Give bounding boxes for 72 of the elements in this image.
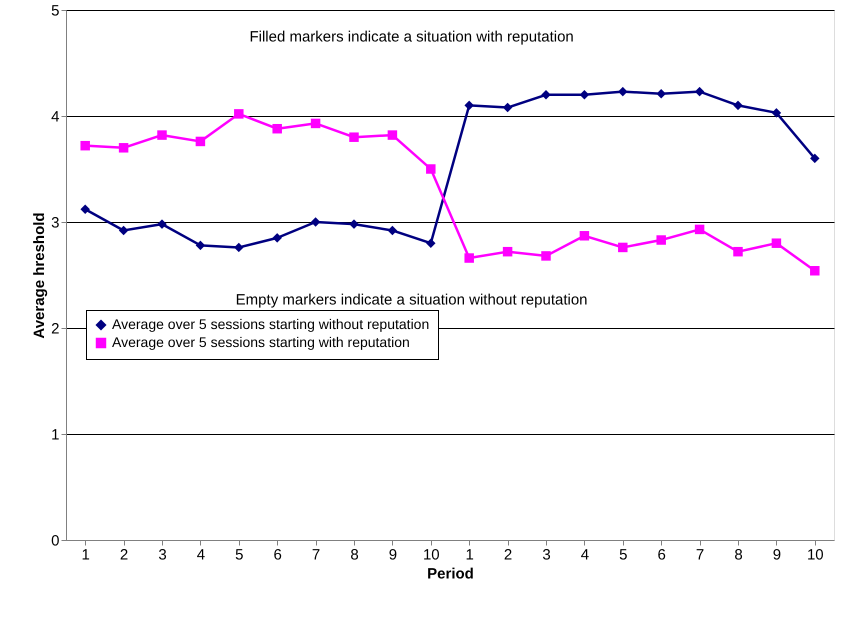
legend-label: Average over 5 sessions starting with reputation <box>112 334 410 350</box>
point <box>502 102 512 112</box>
point <box>580 231 590 241</box>
x-tick-label: 6 <box>274 546 282 564</box>
point <box>772 238 782 248</box>
x-tick-label: 8 <box>734 546 743 564</box>
point <box>464 253 474 263</box>
point <box>618 86 628 96</box>
x-tick-label: 10 <box>806 546 824 564</box>
y-tick-label: 3 <box>51 214 60 232</box>
point <box>772 108 782 118</box>
point <box>656 88 666 98</box>
point <box>272 124 282 134</box>
point <box>580 90 590 100</box>
y-tick-label: 4 <box>51 108 60 126</box>
point <box>234 242 244 252</box>
point <box>349 219 359 229</box>
point <box>310 118 320 128</box>
point <box>541 90 551 100</box>
point <box>118 143 128 153</box>
point <box>810 266 820 276</box>
point <box>426 164 436 174</box>
point <box>118 226 128 236</box>
x-tick-label: 9 <box>388 546 398 564</box>
point <box>310 217 320 227</box>
point <box>196 240 206 250</box>
point <box>388 226 398 236</box>
point <box>502 246 512 256</box>
point <box>426 238 436 248</box>
point <box>618 242 628 252</box>
annotation: Filled markers indicate a situation with reputation <box>249 28 574 46</box>
point <box>733 100 743 110</box>
x-tick-label: 3 <box>158 546 167 564</box>
x-tick-label: 2 <box>120 546 128 564</box>
point <box>656 235 666 245</box>
y-tick-label: 5 <box>51 2 60 20</box>
x-tick-label: 2 <box>504 546 512 564</box>
point <box>733 246 743 256</box>
x-tick-label: 8 <box>350 546 359 564</box>
point <box>810 154 820 164</box>
y-tick-label: 1 <box>51 426 60 444</box>
point <box>388 130 398 140</box>
x-tick-label: 5 <box>619 546 628 564</box>
point <box>80 204 90 214</box>
x-tick-label: 6 <box>658 546 666 564</box>
x-tick-label: 7 <box>312 546 320 564</box>
x-tick-label: 3 <box>542 546 551 564</box>
point <box>694 224 704 234</box>
x-tick-label: 1 <box>82 546 90 564</box>
point <box>272 233 282 243</box>
point <box>157 130 167 140</box>
y-axis-title: Average hreshold <box>31 212 48 339</box>
x-tick-label: 4 <box>580 546 590 564</box>
point <box>349 132 359 142</box>
x-tick-label: 4 <box>196 546 206 564</box>
point <box>464 100 474 110</box>
x-tick-label: 7 <box>696 546 704 564</box>
x-tick-label: 9 <box>772 546 782 564</box>
point <box>234 109 244 119</box>
x-axis-title: Period <box>427 566 474 582</box>
x-tick-label: 1 <box>466 546 474 564</box>
y-tick-label: 0 <box>51 532 60 550</box>
y-tick-label: 2 <box>51 320 60 338</box>
point <box>157 219 167 229</box>
point <box>541 251 551 261</box>
legend-label: Average over 5 sessions starting without reputation <box>112 316 430 332</box>
point <box>80 140 90 150</box>
point <box>694 86 704 96</box>
annotation: Empty markers indicate a situation without reputation <box>236 291 588 308</box>
point <box>196 136 206 146</box>
x-tick-label: 10 <box>422 546 440 564</box>
x-tick-label: 5 <box>235 546 244 564</box>
